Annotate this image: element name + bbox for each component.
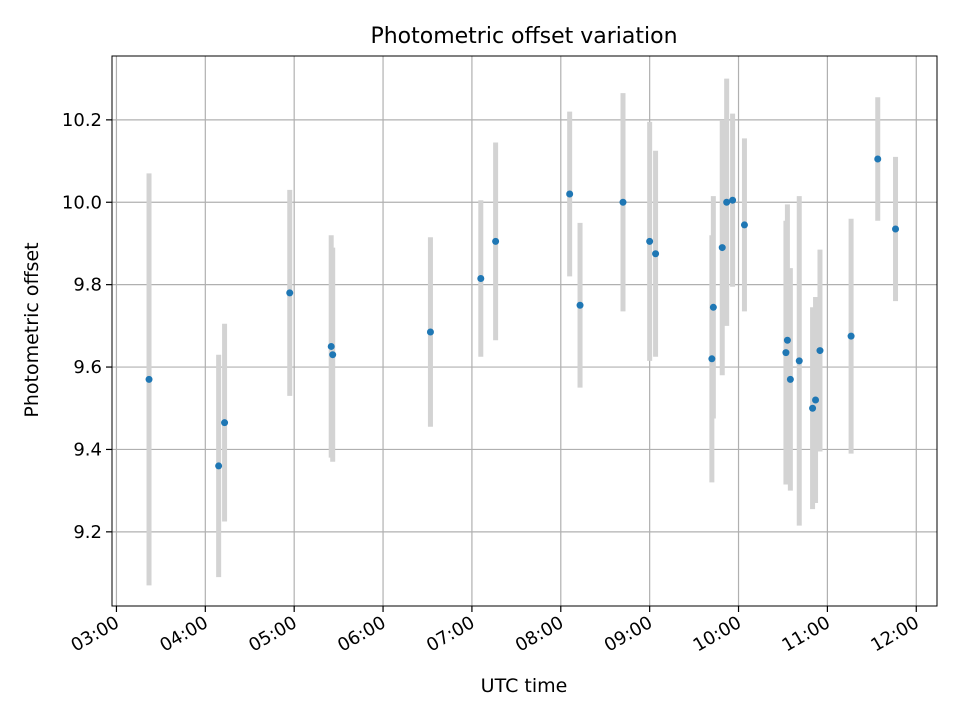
- x-tick-label: 11:00: [778, 612, 833, 656]
- data-point: [215, 462, 223, 470]
- x-tick-label: 03:00: [68, 612, 123, 656]
- chart-title: Photometric offset variation: [370, 24, 677, 49]
- data-point: [874, 155, 882, 163]
- data-point: [221, 419, 229, 427]
- y-tick-label: 9.2: [73, 522, 102, 543]
- data-point: [646, 237, 654, 245]
- x-tick-label: 06:00: [334, 612, 389, 656]
- data-point: [145, 375, 153, 383]
- x-tick-label: 12:00: [867, 612, 922, 656]
- data-point: [652, 250, 660, 258]
- data-point: [723, 198, 731, 206]
- data-point: [847, 332, 855, 340]
- data-point: [786, 375, 794, 383]
- data-point: [286, 289, 294, 297]
- y-tick-label: 9.8: [73, 275, 102, 296]
- data-point: [619, 198, 627, 206]
- data-point: [576, 301, 584, 309]
- x-tick-label: 09:00: [601, 612, 656, 656]
- data-point: [329, 351, 337, 359]
- x-tick-label: 05:00: [245, 612, 300, 656]
- y-axis-label: Photometric offset: [21, 242, 43, 417]
- data-point: [812, 396, 820, 404]
- data-point: [709, 303, 717, 311]
- data-point: [782, 349, 790, 357]
- data-point: [816, 347, 824, 355]
- y-tick-label: 10.2: [62, 110, 102, 131]
- data-point: [783, 336, 791, 344]
- x-axis-ticks: 03:00 04:00 05:00 06:00 07:00 08:00 09:00 10:00…: [68, 606, 923, 656]
- y-tick-label: 10.0: [62, 192, 102, 213]
- data-point: [729, 196, 737, 204]
- data-point: [566, 190, 574, 198]
- y-axis-ticks: 9.2 9.4 9.6 9.8 10.0 10.2: [62, 110, 112, 543]
- plot-frame: [111, 55, 938, 607]
- data-point: [492, 237, 500, 245]
- data-point: [718, 244, 726, 252]
- data-point: [809, 404, 817, 412]
- x-tick-label: 08:00: [512, 612, 567, 656]
- data-point: [327, 342, 335, 350]
- data-point: [708, 355, 716, 363]
- data-point: [892, 225, 900, 233]
- x-tick-label: 04:00: [156, 612, 211, 656]
- data-point: [795, 357, 803, 365]
- x-tick-label: 07:00: [423, 612, 478, 656]
- data-point: [426, 328, 434, 336]
- x-axis-label: UTC time: [481, 675, 568, 697]
- errorbar-layer: [146, 78, 899, 586]
- data-point: [477, 274, 485, 282]
- data-point: [740, 221, 748, 229]
- y-tick-label: 9.6: [73, 357, 102, 378]
- point-layer: [145, 155, 900, 470]
- y-tick-label: 9.4: [73, 439, 102, 460]
- x-tick-label: 10:00: [690, 612, 745, 656]
